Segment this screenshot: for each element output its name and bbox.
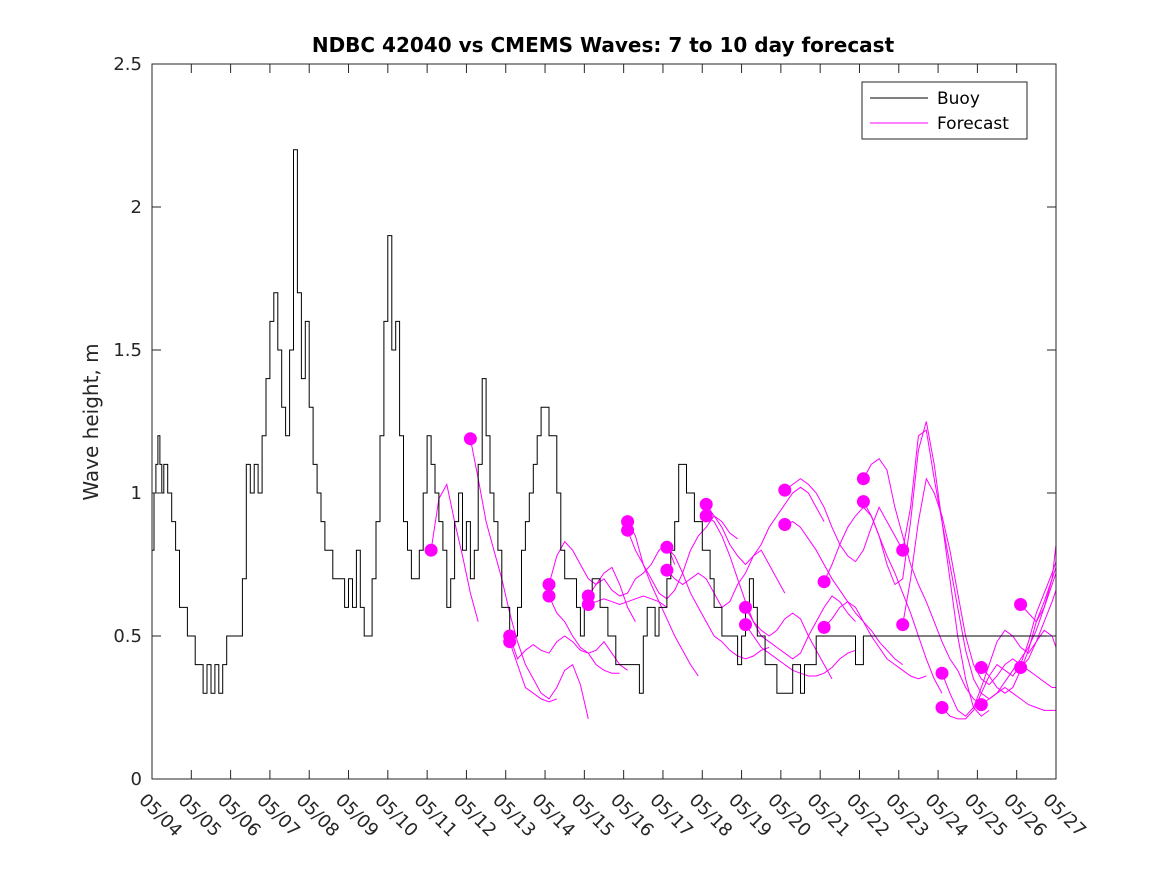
forecast-marker	[660, 540, 674, 554]
legend-buoy-label: Buoy	[937, 89, 980, 109]
chart-title: NDBC 42040 vs CMEMS Waves: 7 to 10 day f…	[312, 33, 895, 57]
legend-box	[861, 81, 1028, 140]
y-tick-label: 1	[131, 483, 142, 504]
forecast-line	[548, 595, 628, 671]
forecast-marker	[542, 578, 556, 591]
forecast-line	[941, 561, 1057, 720]
forecast-line	[469, 438, 589, 720]
forecast-line	[509, 635, 620, 674]
forecast-marker	[503, 635, 517, 649]
forecast-marker	[778, 483, 792, 497]
forecast-line	[509, 641, 557, 703]
forecast-marker	[699, 509, 713, 523]
forecast-marker	[856, 472, 870, 486]
forecast-marker	[699, 497, 713, 511]
forecast-marker	[817, 620, 831, 634]
y-axis-label: Wave height, m	[79, 343, 103, 500]
plot-area	[152, 149, 1057, 720]
forecast-marker	[739, 618, 752, 632]
forecast-line	[1020, 544, 1057, 623]
forecast-marker	[935, 666, 949, 680]
y-tick-label: 0	[131, 769, 142, 790]
y-tick-label: 2	[131, 197, 142, 218]
legend: Buoy Forecast	[861, 81, 1028, 140]
forecast-marker	[621, 523, 635, 537]
forecast-line	[823, 506, 943, 694]
forecast-line	[588, 595, 668, 608]
forecast-marker	[1014, 661, 1028, 674]
forecast-line	[784, 521, 903, 666]
forecast-marker	[856, 495, 870, 509]
forecast-line	[862, 421, 990, 717]
forecast-marker	[660, 563, 674, 577]
forecast-line	[823, 601, 927, 680]
forecast-marker	[424, 543, 438, 557]
y-tick-label: 2.5	[113, 54, 142, 75]
forecast-line	[705, 486, 825, 566]
forecast-line	[784, 478, 904, 563]
forecast-line	[902, 477, 1056, 688]
forecast-marker	[463, 432, 477, 446]
forecast-marker	[896, 543, 910, 557]
forecast-line	[862, 457, 982, 706]
forecast-line	[981, 572, 1057, 706]
forecast-line	[587, 543, 676, 597]
forecast-marker	[739, 600, 752, 614]
forecast-marker	[896, 618, 910, 632]
legend-forecast-label: Forecast	[937, 114, 1009, 134]
forecast-line	[666, 546, 770, 660]
y-tick-label: 1.5	[113, 340, 142, 361]
forecast-marker	[935, 701, 949, 714]
forecast-marker	[817, 575, 831, 589]
forecast-marker	[1014, 598, 1028, 611]
forecast-marker	[778, 518, 792, 531]
buoy-line	[152, 149, 1056, 694]
forecast-marker	[542, 589, 556, 603]
forecast-line	[666, 549, 786, 609]
forecast-marker	[581, 598, 595, 611]
forecast-marker	[974, 661, 988, 674]
forecast-line	[627, 521, 699, 677]
forecast-line	[745, 595, 856, 660]
forecast-line	[705, 515, 833, 680]
y-tick-label: 0.5	[113, 626, 142, 647]
forecast-marker	[974, 698, 988, 712]
axes-box	[151, 63, 1057, 780]
